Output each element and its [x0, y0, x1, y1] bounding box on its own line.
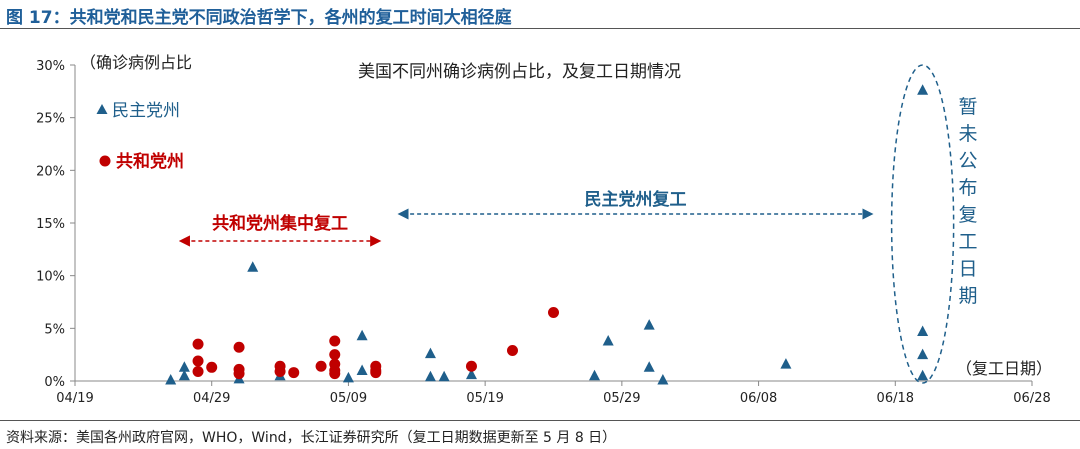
democrat-point	[356, 329, 368, 341]
republican-point	[506, 344, 518, 356]
republican-point	[288, 367, 300, 379]
undisclosed-label-char: 暂	[958, 96, 977, 118]
x-tick-label: 05/29	[603, 391, 640, 406]
y-tick-label: 25%	[36, 112, 65, 127]
democrat-point	[438, 370, 450, 382]
x-tick-label: 06/08	[740, 391, 777, 406]
democrat-point	[643, 361, 655, 372]
democrat-point	[356, 364, 368, 375]
democrat-point	[917, 84, 929, 95]
republican-point	[370, 367, 382, 379]
democrat-point	[178, 369, 190, 381]
republican-point	[548, 307, 559, 319]
undisclosed-label-char: 日	[958, 258, 977, 280]
republican-point	[192, 355, 204, 367]
scatter-chart: 0% 5% 10% 15% 20% 25% 30% 04/19 04/29 05/09 05/19 0…	[36, 53, 1052, 406]
republican-point	[315, 360, 327, 372]
democrat-point	[178, 361, 190, 372]
undisclosed-ellipse	[890, 64, 955, 384]
democrat-point	[917, 325, 929, 336]
republican-point	[329, 349, 341, 361]
democrat-point	[465, 368, 477, 380]
y-tick-label: 30%	[36, 59, 65, 74]
x-tick-label: 05/19	[466, 391, 503, 406]
undisclosed-label-char: 公	[958, 150, 977, 172]
republican-point	[206, 361, 218, 373]
republican-point	[233, 341, 245, 353]
data-points	[165, 84, 929, 385]
republican-point	[274, 366, 286, 378]
annotations: 共和党州集中复工 民主党州复工 暂未公布复工日期	[178, 64, 978, 384]
undisclosed-label-char: 布	[958, 177, 977, 199]
x-tick-label: 06/18	[877, 391, 914, 406]
undisclosed-label-char: 未	[958, 123, 977, 145]
democrat-point	[602, 334, 614, 346]
democrat-point	[165, 373, 177, 385]
source-note: 资料来源：美国各州政府官网，WHO，Wind，长江证券研究所（复工日期数据更新至…	[6, 430, 617, 446]
republican-range-label: 共和党州集中复工	[212, 213, 348, 234]
legend-label-republican: 共和党州	[116, 151, 184, 172]
y-axis-label: （确诊病例占比	[80, 53, 192, 72]
republican-point	[329, 335, 341, 347]
undisclosed-label: 暂未公布复工日期	[958, 96, 977, 307]
bottom-rule	[0, 420, 1080, 421]
x-axis-label: （复工日期）	[956, 359, 1052, 378]
democrat-point	[247, 261, 259, 272]
x-tick-label: 04/29	[193, 391, 230, 406]
republican-point	[192, 338, 204, 350]
democrat-range-label: 民主党州复工	[585, 189, 687, 210]
y-tick-label: 5%	[44, 322, 65, 337]
figure-title: 图 17：共和党和民主党不同政治哲学下，各州的复工时间大相径庭	[6, 8, 512, 28]
undisclosed-label-char: 复	[958, 204, 977, 226]
democrat-point	[424, 347, 436, 359]
republican-point	[329, 368, 341, 380]
x-tick-label: 06/28	[1013, 391, 1050, 406]
chart-title: 美国不同州确诊病例占比，及复工日期情况	[358, 62, 681, 82]
legend-marker-republican	[99, 155, 111, 167]
undisclosed-label-char: 期	[958, 285, 977, 307]
x-tick-label: 05/09	[330, 391, 367, 406]
democrat-point	[657, 373, 669, 385]
legend-label-democrat: 民主党州	[112, 101, 180, 121]
republican-point	[192, 366, 204, 378]
democrat-point	[589, 369, 601, 381]
democrat-point	[917, 348, 929, 360]
y-tick-label: 15%	[36, 217, 65, 232]
democrat-point	[643, 319, 655, 330]
democrat-point	[342, 371, 354, 383]
axes: 0% 5% 10% 15% 20% 25% 30% 04/19 04/29 05/09 05/19 0…	[36, 59, 1051, 406]
legend: 民主党州 共和党州	[96, 101, 184, 172]
top-rule	[0, 28, 1080, 29]
y-tick-label: 10%	[36, 270, 65, 285]
democrat-point	[780, 358, 792, 369]
democrat-point	[424, 370, 436, 382]
democrat-point	[917, 369, 929, 381]
legend-marker-democrat	[96, 104, 108, 114]
republican-point	[233, 368, 245, 380]
y-tick-label: 0%	[44, 375, 65, 390]
x-tick-label: 04/19	[56, 391, 93, 406]
y-tick-label: 20%	[36, 164, 65, 179]
republican-point	[465, 360, 477, 372]
undisclosed-label-char: 工	[958, 231, 977, 253]
